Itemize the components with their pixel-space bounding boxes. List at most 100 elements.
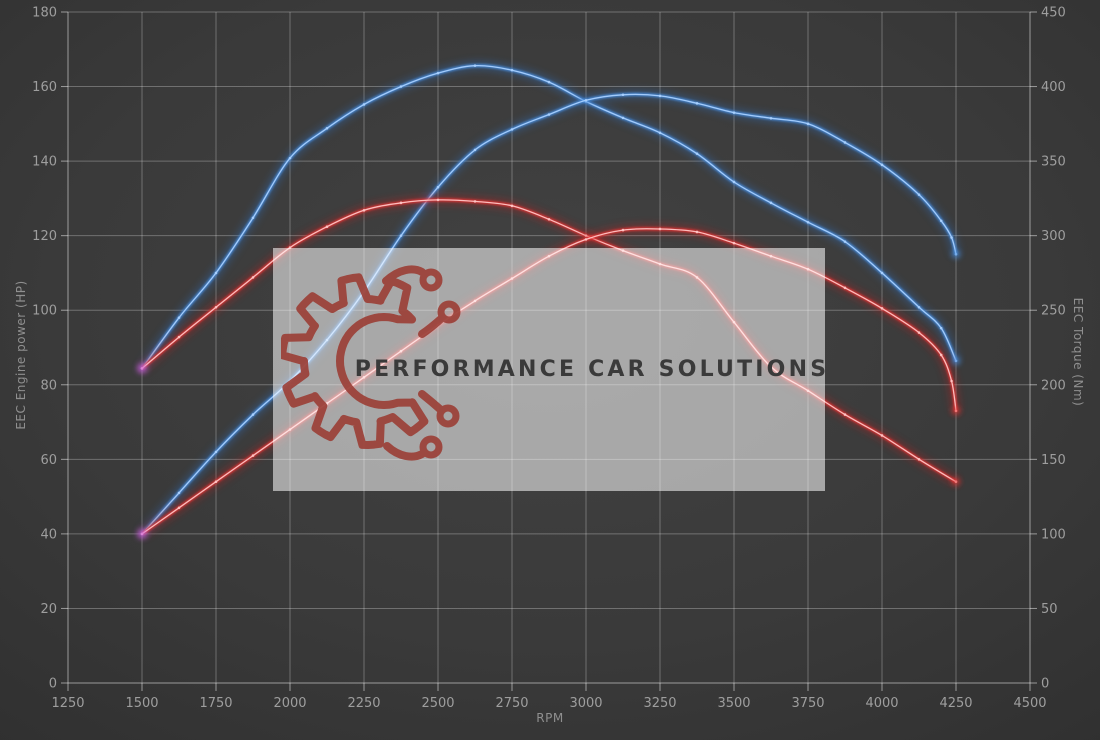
data-point-dot bbox=[362, 209, 366, 212]
data-point-dot bbox=[658, 131, 662, 135]
tick-label: 120 bbox=[32, 229, 57, 244]
curve-end-glow bbox=[952, 477, 960, 486]
tick-label: 300 bbox=[1041, 229, 1066, 244]
data-point-dot bbox=[399, 85, 403, 88]
tick-label: 60 bbox=[40, 453, 57, 468]
data-point-dot bbox=[658, 94, 662, 98]
data-point-dot bbox=[214, 450, 218, 454]
data-point-dot bbox=[473, 200, 477, 203]
data-point-dot bbox=[584, 99, 588, 102]
data-point-dot bbox=[251, 413, 255, 416]
tick-label: 0 bbox=[49, 677, 57, 692]
tick-label: 4000 bbox=[865, 696, 898, 711]
data-point-dot bbox=[843, 286, 847, 290]
data-point-dot bbox=[843, 240, 847, 243]
data-point-dot bbox=[510, 128, 514, 131]
tick-label: 3500 bbox=[717, 696, 750, 711]
tick-label: 3000 bbox=[569, 696, 602, 711]
tick-label: 80 bbox=[40, 378, 57, 393]
data-point-dot bbox=[950, 379, 953, 383]
data-point-dot bbox=[399, 234, 403, 237]
tick-label: 50 bbox=[1041, 602, 1058, 617]
tick-label: 2750 bbox=[495, 696, 528, 711]
data-point-dot bbox=[917, 458, 921, 461]
data-point-dot bbox=[732, 111, 736, 114]
tick-label: 1500 bbox=[125, 696, 158, 711]
tick-label: 400 bbox=[1041, 80, 1066, 95]
tick-label: 200 bbox=[1041, 378, 1066, 393]
data-point-dot bbox=[939, 326, 943, 330]
data-point-dot bbox=[806, 220, 810, 224]
data-point-dot bbox=[917, 305, 921, 309]
data-point-dot bbox=[325, 127, 329, 130]
data-point-dot bbox=[621, 116, 625, 120]
tick-label: 250 bbox=[1041, 304, 1066, 319]
data-point-dot bbox=[362, 103, 366, 106]
data-point-dot bbox=[251, 276, 255, 279]
tick-label: 2500 bbox=[421, 696, 454, 711]
data-point-dot bbox=[436, 185, 440, 189]
data-point-dot bbox=[547, 217, 551, 221]
tick-label: 140 bbox=[32, 155, 57, 170]
tick-label: 3250 bbox=[643, 696, 676, 711]
curve-torque-run-blue bbox=[138, 61, 961, 372]
data-point-dot bbox=[732, 180, 736, 184]
curve-start-glow bbox=[137, 363, 147, 374]
tick-label: 4250 bbox=[939, 696, 972, 711]
tick-label: 100 bbox=[1041, 527, 1066, 542]
data-point-dot bbox=[917, 193, 921, 196]
tick-label: 350 bbox=[1041, 155, 1066, 170]
data-point-dot bbox=[177, 506, 181, 510]
data-point-dot bbox=[732, 241, 736, 245]
tick-label: 40 bbox=[40, 527, 57, 542]
data-point-dot bbox=[214, 480, 218, 484]
data-point-dot bbox=[510, 68, 514, 72]
data-point-dot bbox=[939, 219, 943, 223]
tick-label: 180 bbox=[32, 6, 57, 21]
data-point-dot bbox=[695, 152, 699, 155]
tick-label: 2000 bbox=[273, 696, 306, 711]
curve-start-glow bbox=[137, 528, 147, 539]
data-point-dot bbox=[251, 454, 255, 457]
data-point-dot bbox=[843, 413, 847, 416]
data-point-dot bbox=[880, 271, 884, 275]
gear-circuit-icon bbox=[281, 265, 461, 461]
x-axis-title: RPM bbox=[536, 711, 564, 725]
tick-label: 4500 bbox=[1013, 696, 1046, 711]
data-point-dot bbox=[880, 434, 884, 437]
data-point-dot bbox=[547, 113, 551, 116]
tick-label: 450 bbox=[1041, 6, 1066, 21]
tick-label: 100 bbox=[32, 304, 57, 319]
data-point-dot bbox=[950, 236, 953, 239]
tick-label: 160 bbox=[32, 80, 57, 95]
data-point-dot bbox=[547, 80, 551, 84]
data-point-dot bbox=[399, 201, 403, 205]
data-point-dot bbox=[917, 331, 921, 334]
data-point-dot bbox=[658, 227, 662, 231]
data-point-dot bbox=[473, 148, 477, 152]
data-point-dot bbox=[880, 163, 884, 167]
tick-label: 150 bbox=[1041, 453, 1066, 468]
data-point-dot bbox=[251, 216, 255, 220]
tick-label: 0 bbox=[1041, 677, 1049, 692]
data-point-dot bbox=[769, 116, 773, 120]
data-point-dot bbox=[510, 204, 514, 208]
tick-label: 1250 bbox=[51, 696, 84, 711]
data-point-dot bbox=[621, 228, 625, 232]
curve-end-glow bbox=[952, 406, 960, 415]
data-point-dot bbox=[695, 230, 699, 234]
data-point-dot bbox=[695, 102, 699, 105]
data-point-dot bbox=[473, 64, 477, 67]
data-point-dot bbox=[288, 156, 292, 160]
data-point-dot bbox=[939, 353, 943, 357]
watermark-box: PERFORMANCE CAR SOLUTIONS bbox=[273, 248, 830, 491]
data-point-dot bbox=[325, 225, 329, 229]
data-point-dot bbox=[177, 491, 181, 495]
tick-label: 2250 bbox=[347, 696, 380, 711]
curve-end-glow bbox=[952, 250, 960, 259]
data-point-dot bbox=[843, 141, 847, 144]
watermark-text: PERFORMANCE CAR SOLUTIONS bbox=[354, 357, 830, 382]
curve-end-glow bbox=[952, 356, 960, 365]
data-point-dot bbox=[177, 335, 181, 339]
